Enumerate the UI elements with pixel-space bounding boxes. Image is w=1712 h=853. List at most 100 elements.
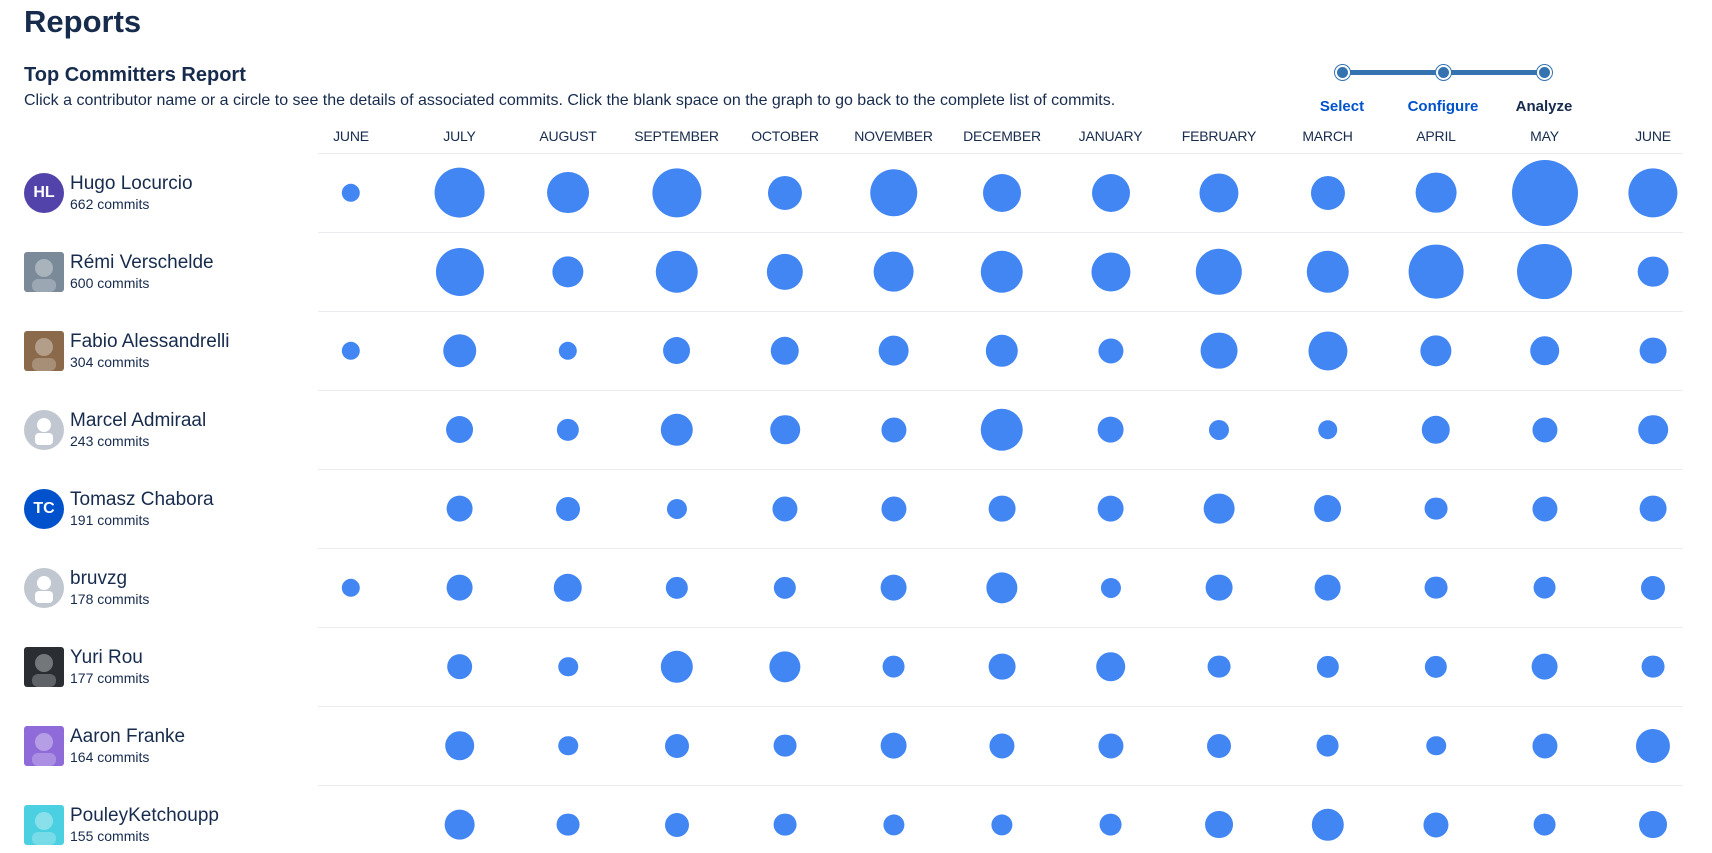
wizard-step-configure[interactable]: Configure <box>1393 60 1493 115</box>
contributor-name[interactable]: Tomasz Chabora <box>70 489 214 510</box>
commit-bubble[interactable] <box>1097 337 1124 364</box>
commit-bubble[interactable] <box>1203 493 1235 524</box>
contributor-name[interactable]: PouleyKetchoupp <box>70 805 219 826</box>
commit-bubble[interactable] <box>435 247 484 296</box>
contributor-link[interactable]: Rémi Verschelde 600 commits <box>24 250 214 294</box>
commit-bubble[interactable] <box>1097 732 1124 759</box>
commit-bubble[interactable] <box>772 495 798 522</box>
commit-bubble[interactable] <box>446 574 473 601</box>
contributor-name[interactable]: bruvzg <box>70 568 128 589</box>
wizard-step-label[interactable]: Configure <box>1407 98 1479 115</box>
avatar-photo-icon[interactable] <box>24 805 64 845</box>
commit-bubble[interactable] <box>446 653 473 680</box>
commit-bubble[interactable] <box>983 173 1021 212</box>
commit-bubble[interactable] <box>773 813 797 836</box>
commit-bubble[interactable] <box>341 341 361 360</box>
contributor-name[interactable]: Fabio Alessandrelli <box>70 331 230 352</box>
commit-bubble[interactable] <box>988 495 1016 522</box>
avatar-photo-icon[interactable] <box>24 647 64 687</box>
contributor-link[interactable]: Yuri Rou 177 commits <box>24 645 149 689</box>
commit-bubble[interactable] <box>664 812 689 837</box>
commit-bubble[interactable] <box>1314 574 1341 601</box>
commit-bubble[interactable] <box>1317 419 1338 440</box>
commit-bubble[interactable] <box>985 334 1019 367</box>
commit-bubble[interactable] <box>1424 497 1448 520</box>
commit-bubble[interactable] <box>558 341 578 360</box>
commit-bubble[interactable] <box>1099 813 1122 836</box>
contributor-name[interactable]: Hugo Locurcio <box>70 173 193 194</box>
contributor-link[interactable]: Marcel Admiraal 243 commits <box>24 408 206 452</box>
commit-bubble[interactable] <box>556 813 580 836</box>
commit-bubble[interactable] <box>1311 808 1344 841</box>
commit-bubble[interactable] <box>1316 655 1339 678</box>
commit-bubble[interactable] <box>1199 172 1239 213</box>
contributor-name[interactable]: Rémi Verschelde <box>70 252 214 273</box>
commit-bubble[interactable] <box>445 415 474 444</box>
commit-bubble[interactable] <box>446 495 473 522</box>
commit-bubble[interactable] <box>869 168 918 217</box>
commit-bubble[interactable] <box>660 413 693 446</box>
commit-bubble[interactable] <box>1641 575 1665 600</box>
commit-bubble[interactable] <box>1531 416 1558 443</box>
commit-bubble[interactable] <box>1195 248 1243 295</box>
commit-bubble[interactable] <box>766 253 804 290</box>
commit-bubble[interactable] <box>1639 810 1667 839</box>
avatar-photo-icon[interactable] <box>24 726 64 766</box>
commit-bubble[interactable] <box>769 650 801 683</box>
commit-bubble[interactable] <box>1310 175 1345 210</box>
commit-bubble[interactable] <box>1421 415 1451 444</box>
commit-bubble[interactable] <box>556 418 580 441</box>
commit-bubble[interactable] <box>770 414 800 445</box>
commit-bubble[interactable] <box>651 167 702 218</box>
commit-bubble[interactable] <box>556 496 580 521</box>
commit-bubble[interactable] <box>767 175 803 210</box>
commit-bubble[interactable] <box>1100 577 1121 598</box>
commit-bubble[interactable] <box>880 495 907 522</box>
commit-bubble[interactable] <box>442 333 477 368</box>
commit-bubble[interactable] <box>989 732 1015 759</box>
commit-bubble[interactable] <box>1208 419 1230 440</box>
commit-bubble[interactable] <box>770 336 800 365</box>
commit-bubble[interactable] <box>880 416 907 443</box>
commit-bubble[interactable] <box>986 571 1018 604</box>
contributor-link[interactable]: Fabio Alessandrelli 304 commits <box>24 329 229 373</box>
commit-bubble[interactable] <box>1306 250 1349 293</box>
commit-bubble[interactable] <box>1420 334 1452 367</box>
commit-bubble[interactable] <box>1207 655 1231 678</box>
commit-bubble[interactable] <box>1639 337 1667 364</box>
commit-bubble[interactable] <box>660 650 693 683</box>
contributor-link[interactable]: HL Hugo Locurcio 662 commits <box>24 171 193 215</box>
commit-bubble[interactable] <box>558 735 578 756</box>
commit-bubble[interactable] <box>1423 811 1449 838</box>
default-user-icon[interactable] <box>24 568 64 608</box>
commit-bubble[interactable] <box>1097 416 1124 443</box>
commit-bubble[interactable] <box>988 653 1016 680</box>
commit-bubble[interactable] <box>882 813 905 836</box>
contributor-name[interactable]: Yuri Rou <box>70 647 143 668</box>
avatar-initials[interactable]: HL <box>24 173 64 213</box>
commit-bubble[interactable] <box>991 813 1013 836</box>
commit-bubble[interactable] <box>1313 494 1342 523</box>
commit-bubble[interactable] <box>558 656 578 677</box>
commit-bubble[interactable] <box>1205 574 1233 601</box>
commit-bubble[interactable] <box>552 255 584 288</box>
commit-bubble[interactable] <box>444 730 475 761</box>
commit-bubble[interactable] <box>1207 733 1231 758</box>
commit-bubble[interactable] <box>878 335 909 366</box>
commit-bubble[interactable] <box>655 250 698 293</box>
commit-bubble[interactable] <box>1638 414 1668 445</box>
commit-bubble[interactable] <box>1635 728 1671 763</box>
commit-bubble[interactable] <box>1516 243 1573 300</box>
default-user-icon[interactable] <box>24 410 64 450</box>
commit-bubble[interactable] <box>882 655 905 678</box>
commit-bubble[interactable] <box>980 408 1024 451</box>
commit-bubble[interactable] <box>1639 495 1667 522</box>
commit-bubble[interactable] <box>1531 732 1558 759</box>
commit-bubble[interactable] <box>1426 735 1446 756</box>
contributor-link[interactable]: TC Tomasz Chabora 191 commits <box>24 487 214 531</box>
commit-bubble[interactable] <box>1637 256 1669 287</box>
commit-bubble[interactable] <box>547 171 589 214</box>
avatar-initials[interactable]: TC <box>24 489 64 529</box>
commit-bubble[interactable] <box>341 578 361 597</box>
commit-bubble[interactable] <box>1097 495 1124 522</box>
